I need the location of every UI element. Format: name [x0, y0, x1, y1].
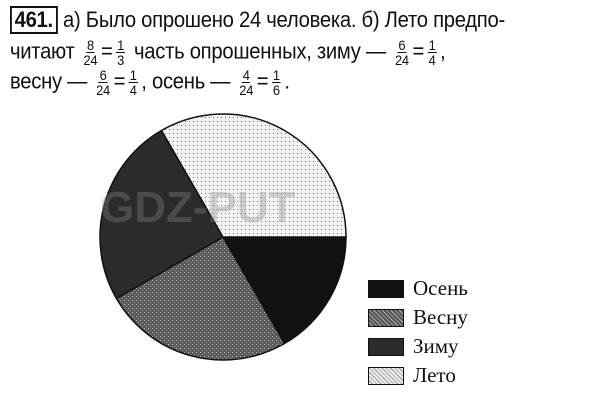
pie-slice-3 — [99, 129, 225, 300]
pie-slice-4 — [160, 113, 347, 238]
denominator: 24 — [394, 52, 409, 68]
text: , — [440, 38, 446, 64]
numerator: 8 — [86, 37, 95, 53]
text-line-1: 461. а) Было опрошено 24 человека. б) Лет… — [10, 6, 505, 34]
numerator: 1 — [116, 37, 125, 53]
legend-label: Лето — [413, 363, 456, 387]
numerator: 4 — [241, 67, 251, 83]
denominator: 6 — [272, 82, 280, 98]
fraction: 4 24 — [239, 68, 253, 97]
denominator: 24 — [239, 82, 254, 98]
legend-swatch — [368, 366, 404, 385]
pie-slice-1 — [221, 236, 347, 345]
numerator: 1 — [128, 67, 138, 83]
legend: Осень Весну Зиму Лето — [368, 274, 468, 390]
text: весну — — [10, 68, 88, 94]
text-line-2: читают 8 24 = 1 3 часть опрошенных, зиму — 6… — [10, 37, 446, 68]
legend-swatch — [368, 337, 404, 356]
legend-item: Весну — [368, 303, 468, 332]
legend-swatch — [368, 308, 404, 327]
problem-number: 461. — [10, 6, 58, 34]
text: , осень — — [141, 68, 231, 94]
legend-label: Осень — [413, 276, 468, 300]
equals: = — [256, 68, 269, 94]
text-line-3: весну — 6 24 = 1 4, осень — 4 24 = 1 6. — [10, 68, 290, 97]
numerator: 6 — [98, 67, 108, 83]
legend-item: Лето — [368, 361, 468, 390]
legend-item: Зиму — [368, 332, 468, 361]
equals: = — [100, 38, 113, 64]
numerator: 1 — [272, 67, 281, 83]
legend-label: Зиму — [413, 334, 459, 358]
equals: = — [412, 38, 424, 64]
denominator: 4 — [129, 82, 137, 98]
fraction: 6 24 — [395, 38, 409, 67]
text: . — [284, 68, 290, 94]
pie-slice-2 — [115, 235, 286, 361]
text: читают — [10, 38, 75, 64]
legend-item: Осень — [368, 274, 468, 303]
denominator: 24 — [96, 82, 110, 98]
fraction: 6 24 — [96, 68, 110, 97]
watermark: GDZ-PUT — [100, 183, 296, 232]
legend-swatch — [368, 279, 404, 298]
text: а) Было опрошено 24 человека. б) Лето пр… — [63, 7, 505, 32]
text: часть опрошенных, зиму — — [133, 38, 386, 64]
numerator: 1 — [427, 37, 437, 53]
equals: = — [113, 68, 126, 94]
legend-label: Весну — [413, 305, 468, 329]
denominator: 4 — [428, 52, 436, 68]
denominator: 24 — [83, 52, 98, 68]
fraction: 8 24 — [84, 38, 98, 67]
denominator: 3 — [117, 52, 125, 68]
numerator: 6 — [397, 37, 407, 53]
